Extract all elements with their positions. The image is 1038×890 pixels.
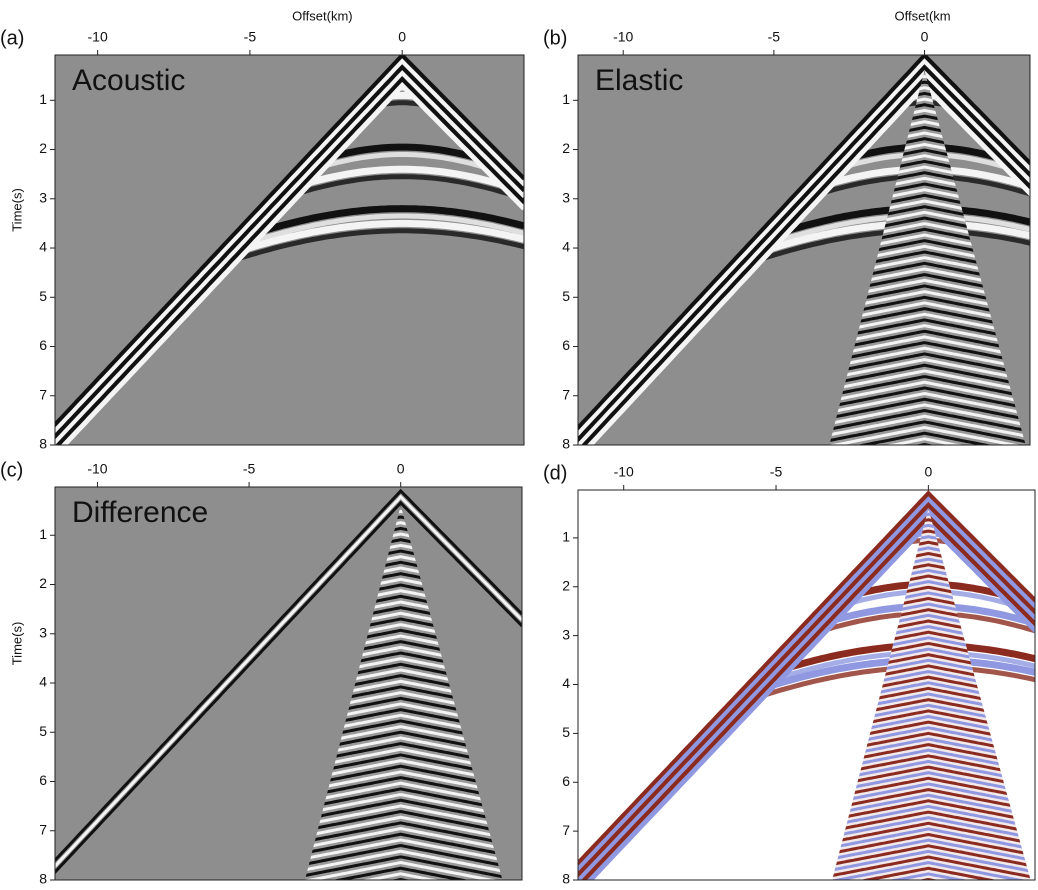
y-axis-label: Time(s) (9, 622, 24, 666)
panel-label: (b) (543, 27, 567, 49)
x-tick-label: -10 (614, 464, 634, 480)
y-tick-label: 7 (562, 822, 570, 838)
y-tick-label: 3 (562, 189, 570, 205)
y-tick-label: 5 (39, 288, 47, 304)
x-axis-label: Offset(km) (292, 8, 352, 23)
y-tick-label: 5 (562, 288, 570, 304)
y-tick-label: 6 (562, 337, 570, 353)
x-tick-label: -10 (88, 29, 108, 45)
x-tick-label: 0 (397, 461, 405, 477)
y-tick-label: 3 (562, 626, 570, 642)
x-tick-label: -5 (768, 29, 781, 45)
y-tick-label: 1 (562, 529, 570, 545)
y-tick-label: 7 (39, 386, 47, 402)
cone-event (804, 445, 1038, 469)
panel-title: Difference (72, 496, 208, 529)
x-tick-label: -5 (770, 464, 783, 480)
x-tick-label: -5 (244, 29, 257, 45)
y-tick-label: 4 (39, 674, 47, 690)
x-tick-label: 0 (924, 464, 932, 480)
cone-event (804, 462, 1038, 486)
y-tick-label: 6 (562, 773, 570, 789)
y-axis-label: Time(s) (9, 188, 24, 232)
y-tick-label: 2 (39, 140, 47, 156)
y-tick-label: 3 (39, 189, 47, 205)
y-tick-label: 8 (562, 436, 570, 452)
plot-area (37, 487, 522, 885)
y-tick-label: 4 (562, 675, 570, 691)
y-tick-label: 8 (562, 871, 570, 885)
y-tick-label: 4 (39, 239, 47, 255)
plot-area (37, 55, 524, 474)
y-tick-label: 2 (562, 140, 570, 156)
y-tick-label: 8 (39, 871, 47, 885)
y-tick-label: 1 (39, 526, 47, 542)
panel-label: (c) (0, 459, 23, 481)
y-tick-label: 2 (39, 575, 47, 591)
y-tick-label: 7 (562, 386, 570, 402)
plot-area (563, 490, 1038, 885)
y-tick-label: 6 (39, 772, 47, 788)
y-tick-label: 6 (39, 337, 47, 353)
panel-label: (a) (0, 27, 24, 49)
x-tick-label: -5 (243, 461, 256, 477)
x-tick-label: -10 (87, 461, 107, 477)
cone-event (804, 456, 1038, 480)
y-tick-label: 4 (562, 239, 570, 255)
plot-area (563, 55, 1038, 485)
panel-label: (d) (543, 462, 567, 484)
y-tick-label: 7 (39, 821, 47, 837)
x-tick-label: 0 (921, 29, 929, 45)
y-tick-label: 5 (562, 724, 570, 740)
y-tick-label: 1 (562, 91, 570, 107)
panel-title: Acoustic (72, 64, 185, 97)
x-axis-label: Offset(km (895, 8, 951, 23)
x-tick-label: 0 (398, 29, 406, 45)
y-tick-label: 3 (39, 624, 47, 640)
y-tick-label: 2 (562, 577, 570, 593)
y-tick-label: 1 (39, 91, 47, 107)
y-tick-label: 5 (39, 723, 47, 739)
x-tick-label: -10 (613, 29, 633, 45)
panel-title: Elastic (595, 64, 683, 97)
cone-event (804, 450, 1038, 474)
y-tick-label: 8 (39, 436, 47, 452)
